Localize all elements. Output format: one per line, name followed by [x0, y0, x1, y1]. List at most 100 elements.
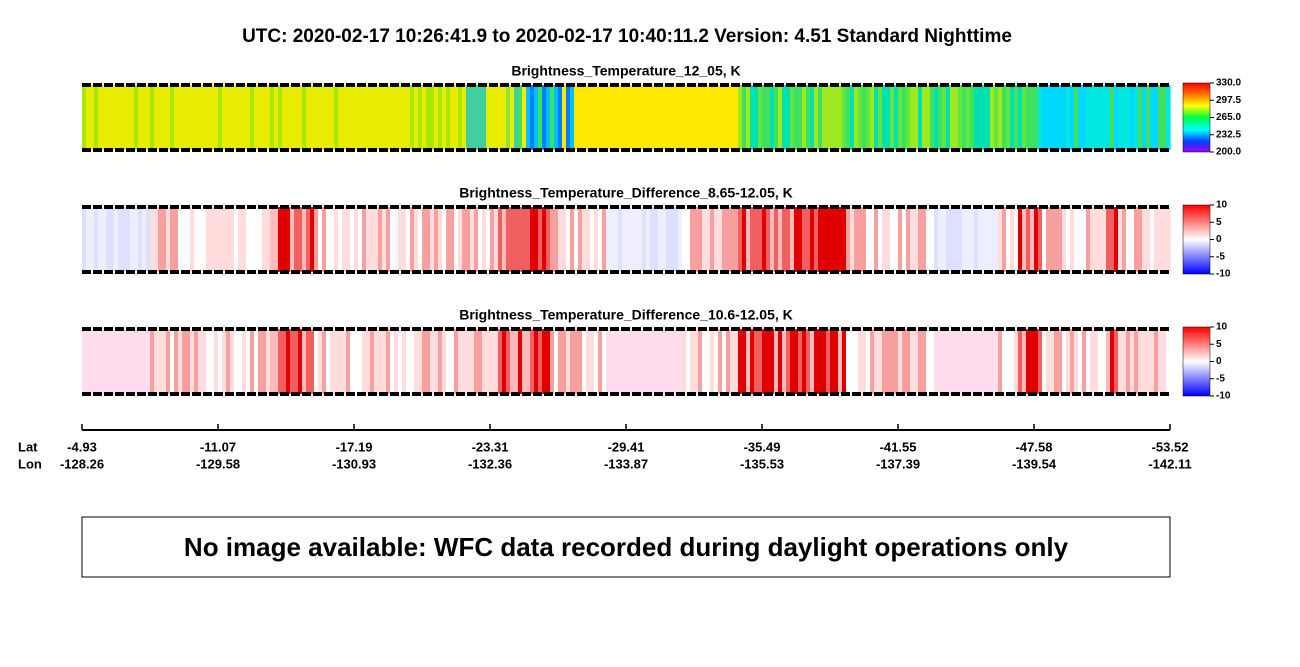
- image-stripe: [290, 85, 295, 150]
- colorbar-label: -10: [1216, 269, 1231, 280]
- image-stripe: [90, 329, 95, 394]
- image-stripe: [554, 85, 559, 150]
- image-stripe: [994, 207, 999, 272]
- image-stripe: [1142, 329, 1147, 394]
- image-stripe: [634, 85, 639, 150]
- image-stripe: [822, 207, 827, 272]
- image-stripe: [138, 329, 143, 394]
- image-stripe: [378, 329, 383, 394]
- image-stripe: [590, 85, 595, 150]
- image-stripe: [890, 85, 895, 150]
- image-stripe: [274, 207, 279, 272]
- image-stripe: [806, 85, 811, 150]
- image-stripe: [958, 329, 963, 394]
- image-stripe: [462, 85, 467, 150]
- image-stripe: [886, 85, 891, 150]
- image-stripe: [982, 329, 987, 394]
- image-stripe: [586, 207, 591, 272]
- image-stripe: [266, 329, 271, 394]
- image-stripe: [126, 207, 131, 272]
- image-stripe: [634, 329, 639, 394]
- image-stripe: [690, 329, 695, 394]
- image-stripe: [222, 85, 227, 150]
- image-stripe: [246, 207, 251, 272]
- image-stripe: [1078, 329, 1083, 394]
- image-stripe: [1062, 207, 1067, 272]
- image-stripe: [302, 85, 307, 150]
- lat-tick-label: -23.31: [472, 439, 509, 454]
- image-stripe: [950, 207, 955, 272]
- image-stripe: [1094, 329, 1099, 394]
- image-stripe: [858, 207, 863, 272]
- image-stripe: [110, 207, 115, 272]
- image-stripe: [922, 329, 927, 394]
- image-stripe: [610, 329, 615, 394]
- image-stripe: [130, 329, 135, 394]
- image-stripe: [458, 207, 463, 272]
- image-stripe: [962, 85, 967, 150]
- image-stripe: [298, 207, 303, 272]
- image-stripe: [566, 207, 571, 272]
- image-stripe: [238, 85, 243, 150]
- image-stripe: [918, 329, 923, 394]
- image-stripe: [206, 85, 211, 150]
- image-stripe: [1058, 329, 1063, 394]
- image-stripe: [1110, 85, 1115, 150]
- image-stripe: [1086, 85, 1091, 150]
- image-stripe: [1158, 207, 1163, 272]
- image-stripe: [194, 329, 199, 394]
- image-stripe: [890, 207, 895, 272]
- image-stripe: [642, 329, 647, 394]
- image-stripe: [1070, 329, 1075, 394]
- image-stripe: [466, 329, 471, 394]
- image-stripe: [346, 85, 351, 150]
- image-stripe: [198, 207, 203, 272]
- image-stripe: [538, 85, 543, 150]
- image-stripe: [818, 85, 823, 150]
- colorbar-label: 0: [1216, 356, 1222, 367]
- image-stripe: [714, 85, 719, 150]
- image-stripe: [982, 207, 987, 272]
- image-stripe: [186, 85, 191, 150]
- image-stripe: [294, 207, 299, 272]
- image-stripe: [214, 85, 219, 150]
- lat-tick-label: -41.55: [880, 439, 917, 454]
- image-stripe: [254, 85, 259, 150]
- image-stripe: [250, 207, 255, 272]
- image-stripe: [158, 207, 163, 272]
- colorbar-label: -5: [1216, 251, 1225, 262]
- image-stripe: [522, 207, 527, 272]
- image-stripe: [586, 85, 591, 150]
- image-stripe: [718, 85, 723, 150]
- image-stripe: [198, 329, 203, 394]
- image-stripe: [1130, 85, 1135, 150]
- image-stripe: [234, 85, 239, 150]
- image-stripe: [514, 329, 519, 394]
- image-stripe: [242, 329, 247, 394]
- image-stripe: [82, 207, 87, 272]
- image-stripe: [590, 207, 595, 272]
- image-stripe: [430, 207, 435, 272]
- image-stripe: [550, 85, 555, 150]
- image-stripe: [202, 85, 207, 150]
- image-stripe: [586, 329, 591, 394]
- image-stripe: [806, 207, 811, 272]
- image-stripe: [1134, 329, 1139, 394]
- image-stripe: [738, 329, 743, 394]
- image-stripe: [334, 329, 339, 394]
- image-stripe: [766, 329, 771, 394]
- image-stripe: [686, 207, 691, 272]
- image-stripe: [1078, 207, 1083, 272]
- image-stripe: [434, 329, 439, 394]
- image-stripe: [1138, 329, 1143, 394]
- image-stripe: [1146, 207, 1151, 272]
- image-stripe: [410, 207, 415, 272]
- image-stripe: [274, 329, 279, 394]
- image-stripe: [486, 85, 491, 150]
- image-stripe: [1026, 329, 1031, 394]
- lon-tick-label: -137.39: [876, 456, 920, 471]
- image-stripe: [718, 207, 723, 272]
- image-stripe: [722, 85, 727, 150]
- image-stripe: [410, 85, 415, 150]
- image-stripe: [906, 85, 911, 150]
